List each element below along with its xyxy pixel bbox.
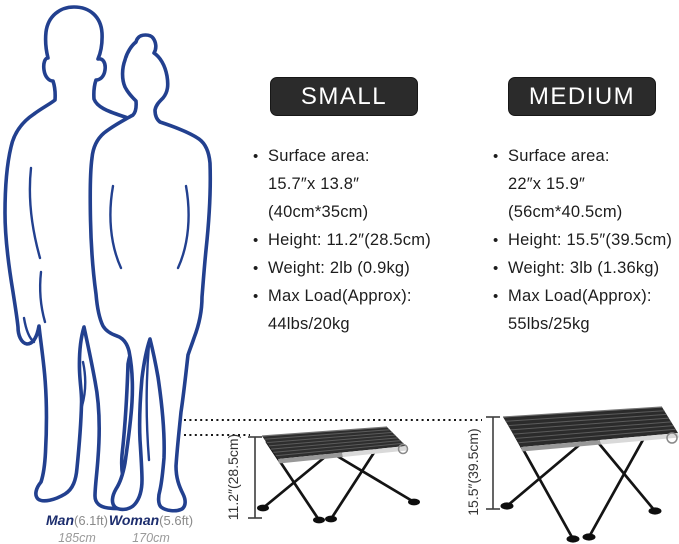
man-height-ft: (6.1ft) <box>74 513 108 528</box>
woman-caption: Woman(5.6ft) 170cm <box>106 512 196 544</box>
spec-line: • Height: 11.2″(28.5cm) <box>253 230 468 258</box>
man-hand-line <box>22 316 36 344</box>
spec-line: •(40cm*35cm) <box>253 202 468 230</box>
man-caption: Man(6.1ft) 185cm <box>32 512 122 544</box>
spec-text: Surface area: <box>508 147 610 165</box>
bullet-icon: • <box>493 232 499 249</box>
spec-list-medium: •Surface area:•22″x 15.9″•(56cm*40.5cm)•… <box>493 146 679 342</box>
spec-line: • Height: 15.5″(39.5cm) <box>493 230 679 258</box>
spec-line: •44lbs/20kg <box>253 314 468 342</box>
woman-figure <box>88 33 213 513</box>
bullet-icon: • <box>253 288 259 305</box>
woman-label: Woman <box>108 512 160 528</box>
spec-text: (56cm*40.5cm) <box>508 203 623 221</box>
dimension-line-small <box>248 436 262 519</box>
bullet-icon: • <box>253 232 259 249</box>
spec-text: Weight: 2lb (0.9kg) <box>268 259 410 277</box>
woman-inner-leg-line <box>145 342 151 462</box>
spec-line: •55lbs/25kg <box>493 314 679 342</box>
spec-text: Max Load(Approx): <box>508 287 652 305</box>
medium-table-illustration <box>500 406 679 543</box>
spec-text: Weight: 3lb (1.36kg) <box>508 259 660 277</box>
woman-waist-line-left <box>109 184 123 270</box>
spec-text: Surface area: <box>268 147 370 165</box>
spec-line: •15.7″x 13.8″ <box>253 174 468 202</box>
bullet-icon: • <box>493 260 499 277</box>
spec-text: (40cm*35cm) <box>268 203 369 221</box>
bullet-icon: • <box>493 148 499 165</box>
table-height-label-medium: 15.5″(39.5cm) <box>465 428 481 516</box>
spec-text: 55lbs/25kg <box>508 315 590 333</box>
spec-line: • Max Load(Approx): <box>253 286 468 314</box>
woman-height-cm: 170cm <box>132 531 170 544</box>
spec-line: • Weight: 3lb (1.36kg) <box>493 258 679 286</box>
spec-text: 22″x 15.9″ <box>508 175 585 193</box>
spec-text: 15.7″x 13.8″ <box>268 175 360 193</box>
spec-list-small: •Surface area:•15.7″x 13.8″•(40cm*35cm)•… <box>253 146 468 342</box>
man-height-cm: 185cm <box>58 531 96 544</box>
table-height-label-small: 11.2″(28.5cm) <box>225 433 241 521</box>
woman-height-ft: (5.6ft) <box>159 513 194 528</box>
bullet-icon: • <box>253 148 259 165</box>
spec-line: • Max Load(Approx): <box>493 286 679 314</box>
spec-line: • Surface area: <box>253 146 468 174</box>
hanging-loop-icon <box>397 443 409 455</box>
spec-text: Height: 11.2″(28.5cm) <box>268 231 431 249</box>
man-torso-line <box>28 166 42 260</box>
woman-waist-line-right <box>176 184 190 270</box>
spec-line: •22″x 15.9″ <box>493 174 679 202</box>
spec-text: Max Load(Approx): <box>268 287 412 305</box>
size-badge-medium: MEDIUM <box>508 77 656 116</box>
bullet-icon: • <box>493 288 499 305</box>
spec-text: Height: 15.5″(39.5cm) <box>508 231 673 249</box>
man-hip-line <box>39 270 47 324</box>
spec-line: •(56cm*40.5cm) <box>493 202 679 230</box>
spec-text: 44lbs/20kg <box>268 315 350 333</box>
small-table-illustration <box>257 426 420 524</box>
dimension-line-medium <box>486 416 500 510</box>
size-badge-small: SMALL <box>270 77 418 116</box>
spec-line: • Surface area: <box>493 146 679 174</box>
hanging-loop-icon <box>666 432 678 444</box>
man-label: Man <box>46 512 75 528</box>
height-guide-lines <box>184 419 482 436</box>
bullet-icon: • <box>253 260 259 277</box>
man-knee-line <box>80 360 87 408</box>
spec-line: • Weight: 2lb (0.9kg) <box>253 258 468 286</box>
